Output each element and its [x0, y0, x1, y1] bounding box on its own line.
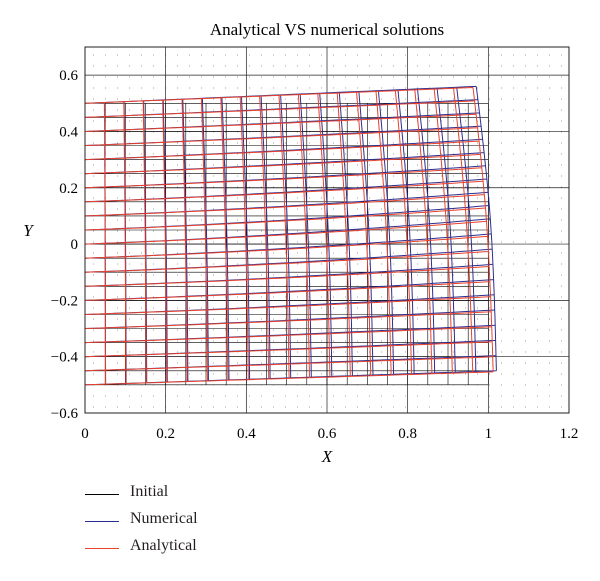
x-tick-label: 0.4 — [237, 426, 256, 442]
legend-label-initial: Initial — [130, 483, 169, 500]
y-tick-label: 0.2 — [59, 181, 78, 197]
y-tick-label: −0.2 — [51, 293, 78, 309]
x-tick-label: 1.2 — [560, 426, 579, 442]
series-analytical — [84, 87, 494, 386]
legend-label-analytical: Analytical — [130, 537, 197, 554]
x-tick-label: 1 — [485, 426, 493, 442]
legend-swatch-initial — [85, 494, 119, 495]
y-tick-label: 0.6 — [59, 68, 78, 84]
chart-title: Analytical VS numerical solutions — [210, 20, 444, 39]
plot-frame — [84, 46, 570, 414]
legend-swatch-analytical — [85, 548, 119, 549]
y-tick-label: −0.4 — [51, 350, 79, 366]
legend-label-numerical: Numerical — [130, 510, 198, 527]
x-tick-label: 0 — [81, 426, 89, 442]
y-tick-label: 0 — [71, 237, 79, 253]
y-ticks: −0.6 −0.4 −0.2 0 0.2 0.4 0.6 — [51, 68, 79, 422]
x-tick-label: 0.8 — [398, 426, 417, 442]
x-tick-label: 0.6 — [318, 426, 337, 442]
x-ticks: 0 0.2 0.4 0.6 0.8 1 1.2 — [81, 426, 578, 442]
x-axis-label: X — [321, 447, 333, 466]
y-axis-label: Y — [23, 221, 34, 240]
mesh-analytical — [84, 87, 494, 386]
x-tick-label: 0.2 — [156, 426, 175, 442]
legend-swatch-numerical — [85, 521, 119, 522]
y-tick-label: 0.4 — [59, 124, 78, 140]
y-tick-label: −0.6 — [51, 406, 79, 422]
